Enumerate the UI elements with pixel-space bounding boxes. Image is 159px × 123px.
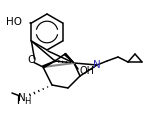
Text: N: N (93, 60, 101, 70)
Text: H: H (24, 98, 30, 107)
Text: O: O (27, 55, 35, 65)
Text: OH: OH (79, 66, 94, 76)
Text: HO: HO (6, 17, 22, 27)
Polygon shape (64, 53, 74, 63)
Text: N: N (18, 93, 26, 103)
Polygon shape (42, 61, 55, 68)
